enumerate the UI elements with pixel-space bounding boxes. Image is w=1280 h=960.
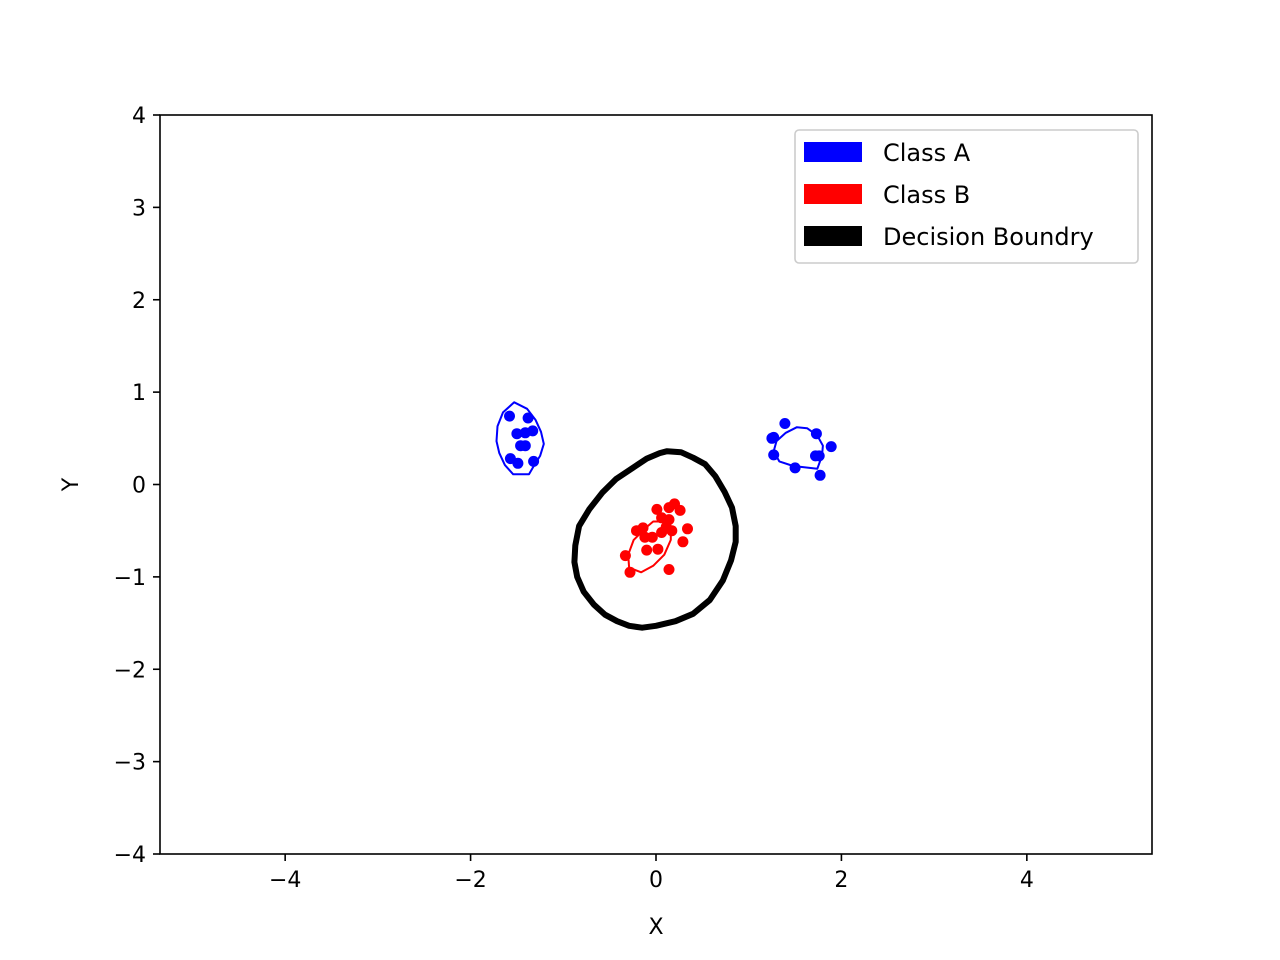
series-1-point-16 [768,449,780,461]
y-tick-label-8: 3 [132,196,146,221]
x-tick-label-2: −2 [454,868,486,893]
x-axis-label: X [648,915,663,940]
legend-swatch-1 [804,142,862,162]
series-2-point-10 [631,525,642,537]
x-tick-label-1: −4 [269,868,301,893]
series-2-point-4 [663,502,675,514]
series-1-contour-1 [495,401,545,476]
legend-label-1: Class A [883,139,971,167]
series-2-point-3 [674,504,686,516]
series-2-point-19 [663,564,675,575]
series-2-point-14 [646,531,658,543]
legend-label-2: Class B [883,181,970,209]
x-tick-label-4: 2 [834,868,848,893]
legend: Class A Class B Decision Boundry [794,129,1139,264]
y-tick-label-2: −3 [114,751,146,776]
series-2-point-11 [656,527,668,538]
series-2-point-18 [619,550,631,562]
series-1-point-7 [519,440,531,452]
series-1-point-19 [789,462,801,474]
y-tick-label-4: −1 [114,566,146,591]
y-tick-label-9: 4 [132,104,146,129]
series-1-point-10 [528,455,540,467]
series-1-point-14 [768,431,780,443]
series-2-point-16 [641,544,653,556]
y-tick-label-1: −4 [114,843,146,868]
legend-box [794,129,1139,264]
legend-swatch-2 [804,184,862,204]
y-axis-label: Y [59,477,84,492]
series-1-point-1 [504,410,515,422]
series-1-point-5 [527,425,539,437]
series-2-point-20 [624,566,636,578]
series-2-point-17 [652,543,664,555]
series-2-point-12 [682,523,693,535]
y-tick-label-3: −2 [114,658,146,683]
series-1-point-11 [779,418,791,429]
series-1-point-2 [522,412,534,424]
plot-data-layer [495,401,837,631]
x-axis: −4 −2 0 2 4 [269,854,1034,893]
y-axis: −4 −3 −2 −1 0 1 2 3 4 [114,104,160,868]
series-2-point-8 [666,525,678,537]
series-1-point-9 [512,457,524,469]
series-1-point-3 [511,428,523,440]
series-2-point-15 [677,536,689,548]
series-2-point-2 [651,503,663,515]
x-tick-label-3: 0 [649,868,663,893]
legend-label-3: Decision Boundry [883,223,1094,251]
y-tick-label-6: 1 [132,381,146,406]
decision-boundary-contour-1 [571,448,739,631]
series-1-point-15 [825,441,837,453]
series-1-point-18 [813,450,825,462]
y-tick-label-5: 0 [132,474,146,499]
x-tick-label-5: 4 [1020,868,1034,893]
series-1-point-12 [810,428,822,440]
legend-swatch-3 [804,226,862,246]
series-1-point-20 [814,469,826,481]
y-tick-label-7: 2 [132,289,146,314]
